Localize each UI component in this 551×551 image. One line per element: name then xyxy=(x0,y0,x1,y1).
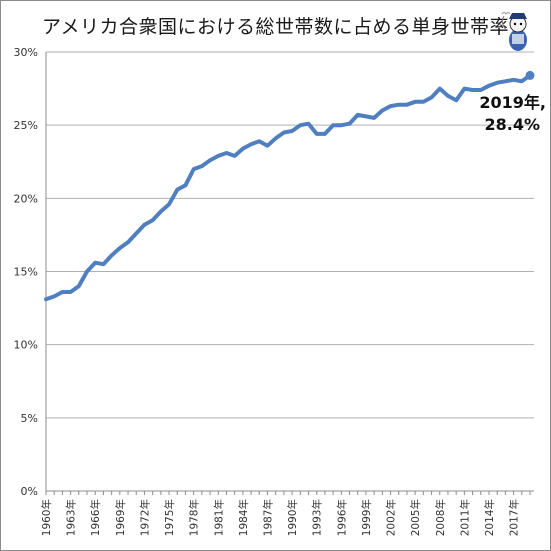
x-tick-label: 1990年 xyxy=(286,499,299,536)
y-tick-label: 5% xyxy=(21,412,38,425)
y-tick-label: 20% xyxy=(14,192,38,205)
annotation-line-2: 28.4% xyxy=(484,115,540,134)
x-tick-label: 1972年 xyxy=(138,499,151,536)
y-tick-label: 30% xyxy=(14,46,38,59)
annotation-layer: 2019年, 28.4% xyxy=(479,93,546,134)
series-layer xyxy=(44,70,535,302)
x-tick-label: 1993年 xyxy=(311,499,324,536)
x-tick-labels: 1960年 1963年 1966年 1969年 1972年 1975年 1978年 1981年… xyxy=(40,499,521,536)
y-tick-labels: 0% 5% 10% 15% 20% 25% 30% xyxy=(14,46,38,498)
endpoint-marker xyxy=(525,70,535,80)
x-tick-label: 1999年 xyxy=(360,499,373,536)
x-tick-label: 2017年 xyxy=(508,499,521,536)
annotation-line-1: 2019年, xyxy=(479,93,546,112)
x-tick-label: 1969年 xyxy=(114,499,127,536)
gridlines xyxy=(46,51,534,419)
x-tick-label: 1963年 xyxy=(65,499,78,536)
y-tick-label: 15% xyxy=(14,266,38,279)
x-tick-label: 2008年 xyxy=(434,499,447,536)
x-tick-label: 1996年 xyxy=(335,499,348,536)
y-tick-label: 10% xyxy=(14,339,38,352)
chart-title: アメリカ合衆国における総世帯数に占める単身世帯率 xyxy=(41,16,510,38)
x-tick-label: 1981年 xyxy=(212,499,225,536)
x-tick-label: 1960年 xyxy=(40,499,53,536)
x-tick-label: 1978年 xyxy=(188,499,201,536)
x-tick-label: 2002年 xyxy=(385,499,398,536)
x-tick-label: 2011年 xyxy=(458,499,471,536)
x-tick-label: 1987年 xyxy=(261,499,274,536)
y-tick-label: 25% xyxy=(14,119,38,132)
x-tick-label: 1966年 xyxy=(89,499,102,536)
x-tick-label: 1984年 xyxy=(237,499,250,536)
x-tick-label: 1975年 xyxy=(163,499,176,536)
series-line xyxy=(44,73,532,302)
x-tick-label: 2005年 xyxy=(409,499,422,536)
x-tick-label: 2014年 xyxy=(483,499,496,536)
axes xyxy=(45,52,534,495)
y-tick-label: 0% xyxy=(21,485,38,498)
